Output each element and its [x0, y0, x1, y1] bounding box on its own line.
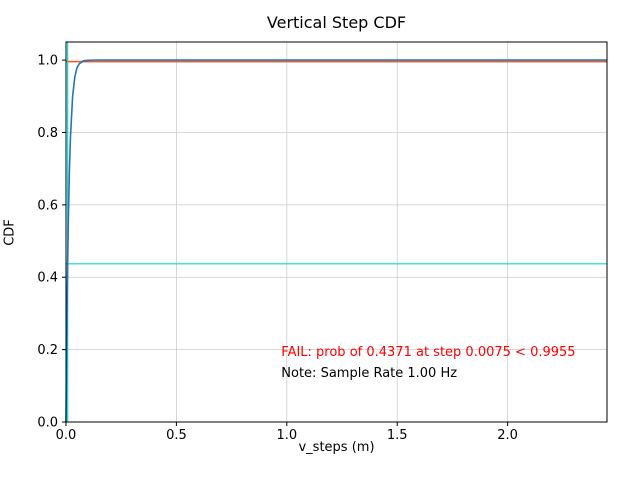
- x-tick-label: 2.0: [497, 428, 518, 443]
- y-tick-label: 0.6: [37, 198, 58, 213]
- y-axis-label: CDF: [2, 219, 18, 246]
- chart-title: Vertical Step CDF: [266, 13, 407, 32]
- x-tick-label: 1.0: [276, 428, 297, 443]
- x-tick-label: 1.5: [387, 428, 408, 443]
- y-tick-label: 1.0: [37, 54, 58, 69]
- y-tick-label: 0.2: [37, 343, 58, 358]
- fail-message: FAIL: prob of 0.4371 at step 0.0075 < 0.…: [281, 345, 575, 360]
- x-tick-label: 0.0: [56, 428, 77, 443]
- x-axis-label: v_steps (m): [298, 440, 375, 455]
- x-tick-label: 0.5: [166, 428, 187, 443]
- note-message: Note: Sample Rate 1.00 Hz: [281, 366, 457, 381]
- y-tick-label: 0.0: [37, 416, 58, 431]
- cdf-curve: [65, 59, 607, 423]
- y-tick-label: 0.4: [37, 271, 58, 286]
- axes-frame: [65, 41, 608, 423]
- y-tick-label: 0.8: [37, 126, 58, 141]
